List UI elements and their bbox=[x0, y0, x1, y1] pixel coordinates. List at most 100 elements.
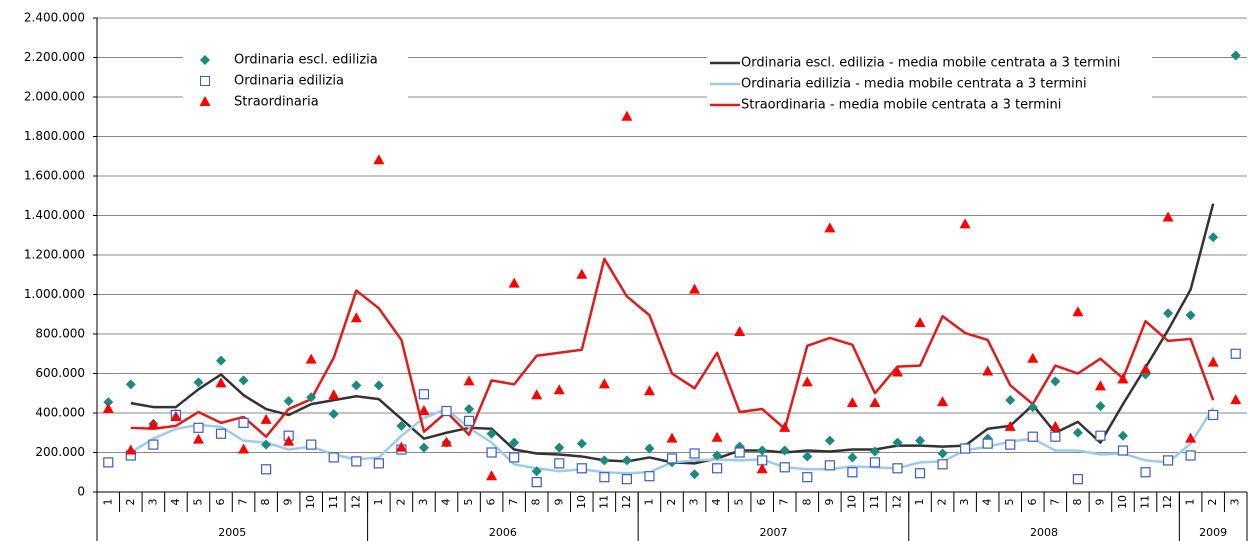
triangle-point bbox=[1004, 420, 1016, 431]
month-label: 6 bbox=[755, 499, 768, 506]
diamond-point bbox=[328, 408, 339, 419]
legend-marker bbox=[199, 96, 211, 106]
square-point bbox=[982, 438, 993, 449]
y-tick-label: 2.200.000 bbox=[24, 50, 85, 64]
year-label: 2009 bbox=[1199, 526, 1227, 539]
month-label: 1 bbox=[642, 499, 655, 506]
legend-box bbox=[707, 46, 1152, 116]
y-tick-label: 200.000 bbox=[35, 445, 85, 459]
square-point bbox=[373, 458, 384, 469]
diamond-point bbox=[847, 452, 858, 463]
diamond-point bbox=[373, 380, 384, 391]
square-point bbox=[1162, 455, 1174, 466]
month-label: 7 bbox=[778, 499, 791, 506]
diamond-point bbox=[824, 435, 835, 446]
triangle-point bbox=[260, 413, 272, 424]
triangle-point bbox=[418, 405, 430, 416]
month-label: 5 bbox=[462, 499, 475, 506]
y-tick-label: 1.600.000 bbox=[24, 169, 85, 183]
diamond-point bbox=[779, 445, 790, 456]
diamond-point bbox=[509, 437, 520, 448]
y-tick-label: 800.000 bbox=[35, 327, 85, 341]
month-label: 4 bbox=[440, 499, 453, 506]
triangle-point bbox=[1207, 356, 1219, 367]
square-point bbox=[1230, 348, 1241, 359]
triangle-point bbox=[1072, 306, 1084, 317]
legend-marker bbox=[200, 55, 210, 65]
month-label: 2 bbox=[936, 499, 949, 506]
month-label: 12 bbox=[620, 495, 633, 509]
month-label: 8 bbox=[530, 499, 543, 506]
month-label: 10 bbox=[575, 495, 588, 509]
month-label: 9 bbox=[823, 499, 836, 506]
square-point bbox=[1117, 445, 1129, 456]
month-label: 3 bbox=[958, 499, 971, 506]
triangle-point bbox=[486, 470, 498, 481]
month-label: 6 bbox=[485, 499, 498, 506]
square-point bbox=[621, 474, 633, 485]
legend-label: Ordinaria escl. edilizia bbox=[234, 53, 378, 68]
square-point bbox=[666, 453, 678, 464]
month-label: 10 bbox=[304, 495, 317, 509]
diamond-point bbox=[464, 404, 475, 415]
diamond-point bbox=[712, 450, 723, 461]
diamond-point bbox=[238, 375, 249, 386]
square-point bbox=[1185, 450, 1196, 461]
square-point bbox=[463, 415, 475, 426]
y-tick-label: 1.200.000 bbox=[24, 248, 85, 262]
square-point bbox=[238, 417, 249, 428]
diamond-point bbox=[531, 466, 542, 477]
month-label: 1 bbox=[913, 499, 926, 506]
triangle-point bbox=[463, 375, 475, 386]
triangle-point bbox=[1140, 363, 1152, 374]
triangle-point bbox=[734, 326, 746, 337]
triangle-point bbox=[125, 444, 137, 455]
square-point bbox=[486, 447, 497, 458]
diamond-point bbox=[621, 455, 632, 466]
square-point bbox=[1072, 474, 1083, 485]
diamond-point bbox=[1027, 402, 1038, 413]
triangle-point bbox=[576, 268, 588, 279]
triangle-point bbox=[779, 421, 791, 432]
month-label: 6 bbox=[1026, 499, 1039, 506]
triangle-point bbox=[937, 396, 949, 407]
month-label: 12 bbox=[349, 495, 362, 509]
month-label: 5 bbox=[1003, 499, 1016, 506]
diamond-point bbox=[1230, 50, 1241, 61]
square-point bbox=[734, 447, 745, 458]
square-point bbox=[1095, 430, 1106, 441]
triangle-point bbox=[373, 154, 385, 165]
triangle-point bbox=[238, 443, 250, 454]
triangle-point bbox=[395, 441, 407, 452]
month-label: 11 bbox=[868, 495, 881, 509]
triangle-point bbox=[170, 410, 182, 421]
month-label: 8 bbox=[1071, 499, 1084, 506]
triangle-point bbox=[621, 110, 633, 121]
diamond-point bbox=[1185, 310, 1196, 321]
square-point bbox=[960, 443, 971, 454]
month-label: 11 bbox=[327, 495, 340, 509]
square-point bbox=[148, 439, 159, 450]
diamond-point bbox=[125, 379, 136, 390]
y-tick-label: 2.400.000 bbox=[24, 11, 85, 25]
diamond-point bbox=[576, 438, 587, 449]
triangle-point bbox=[441, 436, 453, 447]
triangle-point bbox=[959, 218, 971, 229]
square-point bbox=[261, 464, 272, 475]
square-point bbox=[779, 462, 790, 473]
triangle-point bbox=[1094, 380, 1106, 391]
square-point bbox=[1005, 439, 1016, 450]
square-point bbox=[689, 448, 700, 459]
month-label: 4 bbox=[981, 499, 994, 506]
month-label: 7 bbox=[237, 499, 250, 506]
diamond-point bbox=[937, 448, 948, 459]
diamond-point bbox=[103, 397, 114, 408]
diamond-point bbox=[351, 380, 362, 391]
diamond-point bbox=[306, 392, 317, 403]
month-label: 5 bbox=[733, 499, 746, 506]
year-label: 2008 bbox=[1030, 526, 1058, 539]
diamond-point bbox=[554, 442, 565, 453]
month-label: 4 bbox=[710, 499, 723, 506]
square-point bbox=[914, 468, 926, 479]
